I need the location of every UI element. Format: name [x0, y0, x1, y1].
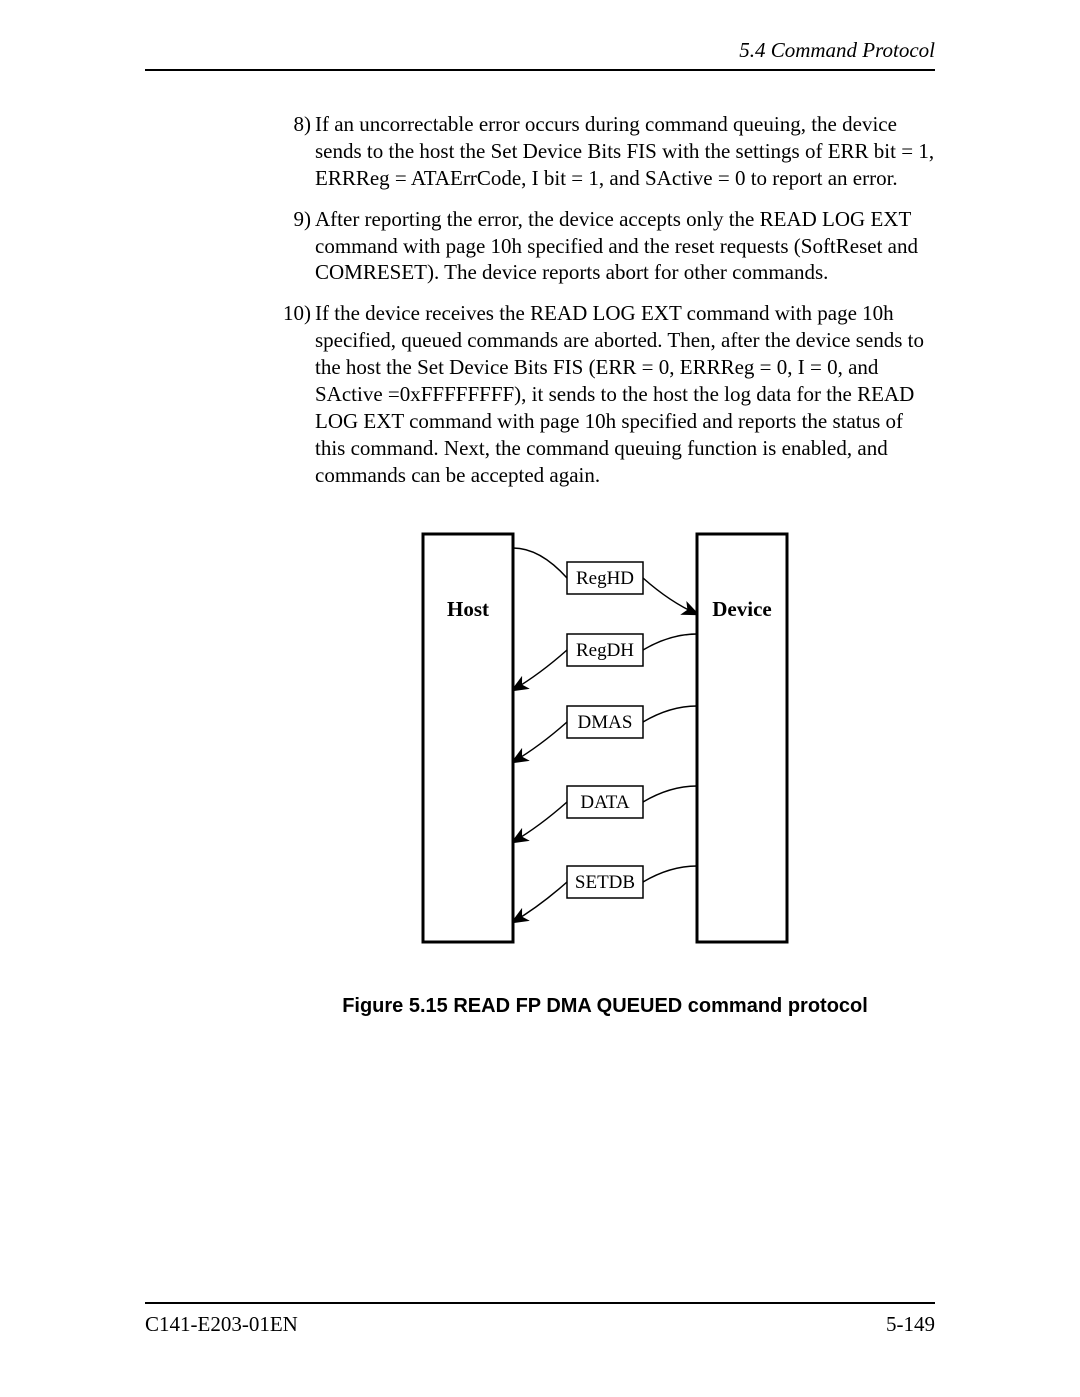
figure-caption: Figure 5.15 READ FP DMA QUEUED command p…	[275, 995, 935, 1018]
svg-text:RegDH: RegDH	[576, 640, 634, 661]
footer-doc-id: C141-E203-01EN	[145, 1312, 298, 1337]
item-number: 9)	[275, 206, 315, 287]
content-block: 8) If an uncorrectable error occurs duri…	[275, 111, 935, 1018]
svg-text:Device: Device	[712, 597, 771, 621]
list-item: 9) After reporting the error, the device…	[275, 206, 935, 287]
svg-text:DMAS: DMAS	[578, 712, 633, 733]
item-text: After reporting the error, the device ac…	[315, 206, 935, 287]
footer-page-num: 5-149	[886, 1312, 935, 1337]
item-text: If an uncorrectable error occurs during …	[315, 111, 935, 192]
item-number: 10)	[266, 300, 315, 488]
page: 5.4 Command Protocol 8) If an uncorrecta…	[0, 0, 1080, 1397]
svg-text:SETDB: SETDB	[575, 872, 635, 893]
svg-text:RegHD: RegHD	[576, 568, 634, 589]
svg-text:Host: Host	[447, 597, 489, 621]
diagram-container: Host Device RegHD RegDH DMAS DATA SETDB	[275, 526, 935, 961]
list-item: 10) If the device receives the READ LOG …	[275, 300, 935, 488]
footer: C141-E203-01EN 5-149	[145, 1302, 935, 1337]
svg-text:DATA: DATA	[580, 792, 629, 813]
item-text: If the device receives the READ LOG EXT …	[315, 300, 935, 488]
list-item: 8) If an uncorrectable error occurs duri…	[275, 111, 935, 192]
section-header: 5.4 Command Protocol	[739, 38, 935, 62]
protocol-diagram: Host Device RegHD RegDH DMAS DATA SETDB	[415, 526, 795, 956]
header-rule: 5.4 Command Protocol	[145, 38, 935, 71]
item-number: 8)	[275, 111, 315, 192]
